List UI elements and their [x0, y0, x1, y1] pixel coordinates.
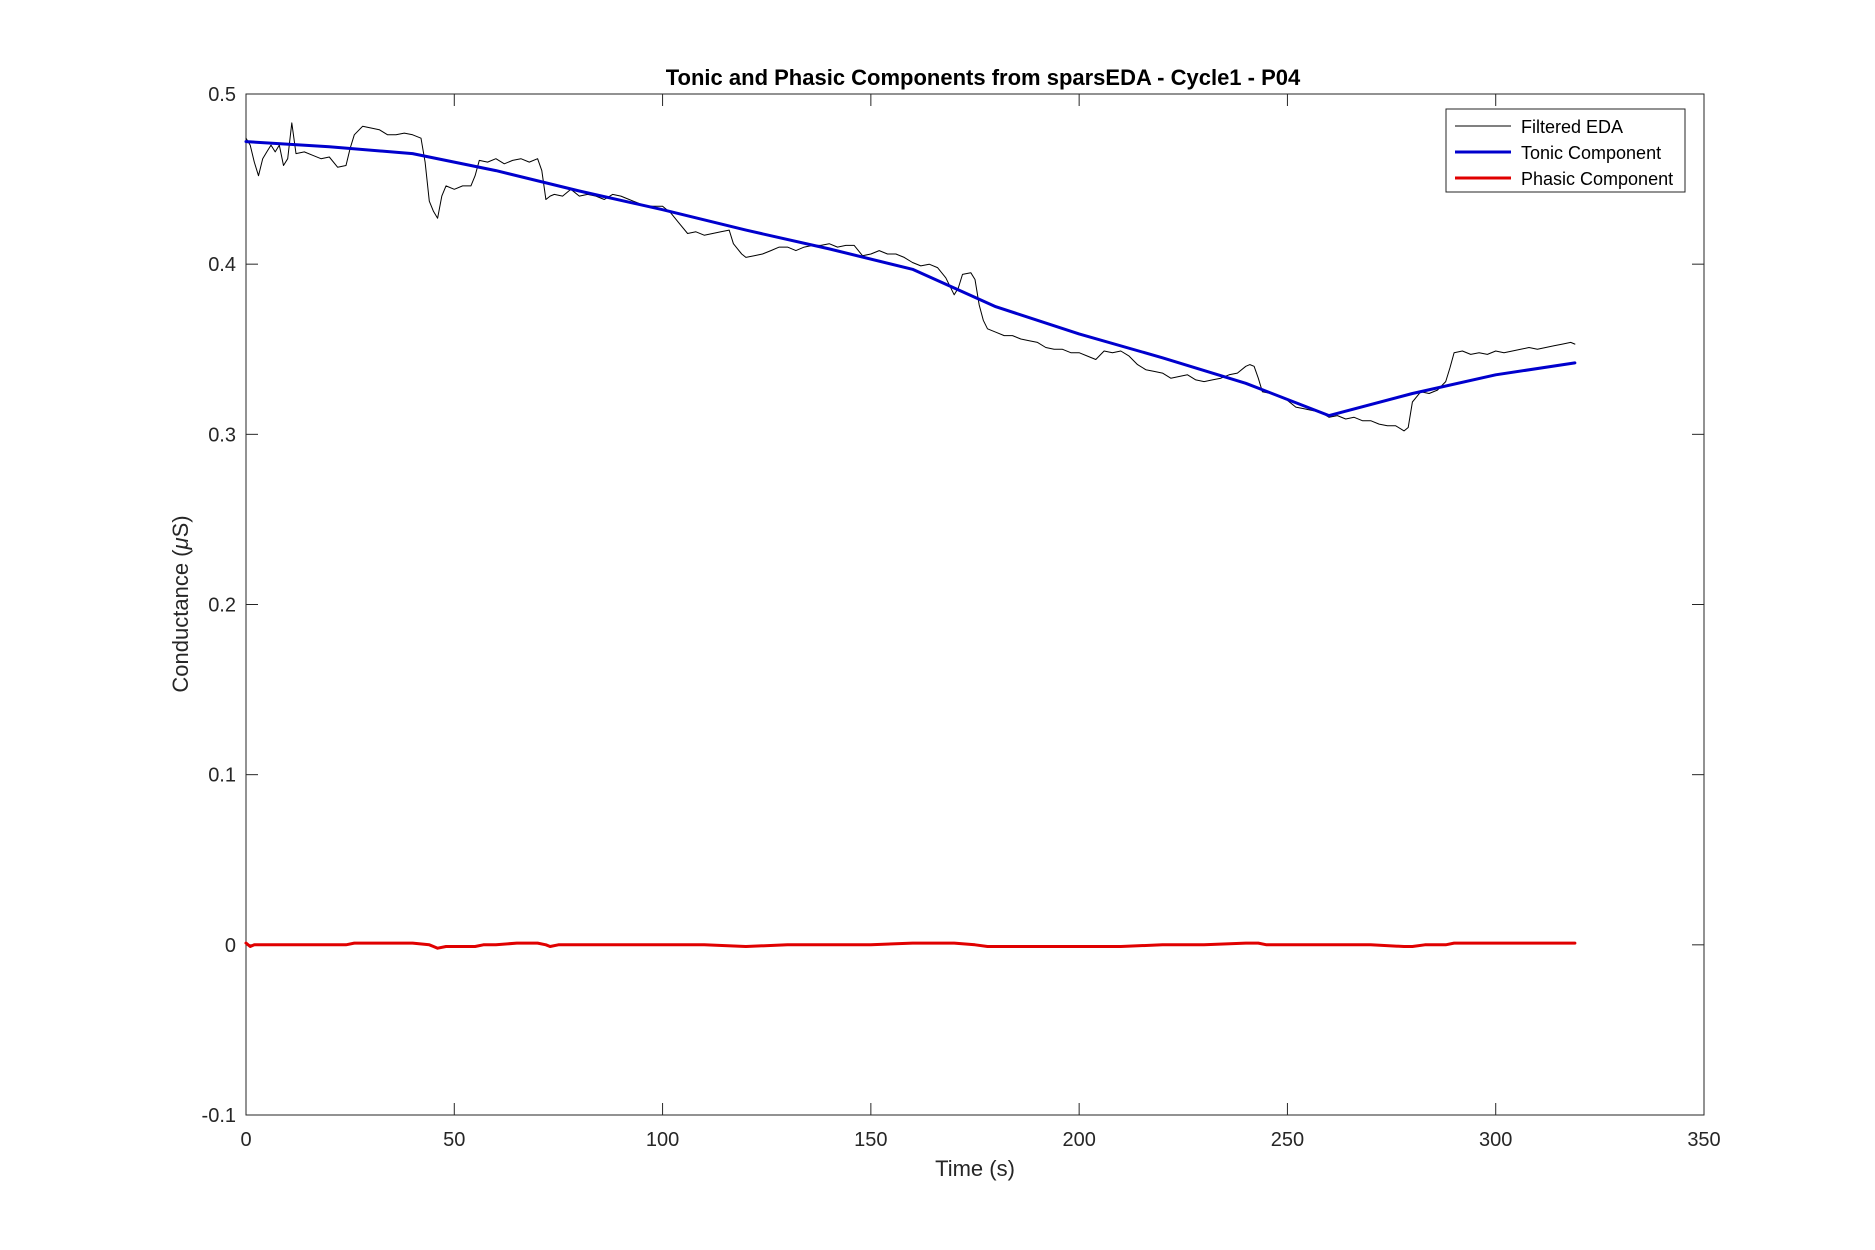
x-tick-label: 350 [1687, 1129, 1720, 1151]
x-tick-label: 150 [854, 1129, 887, 1151]
y-tick-label: 0.5 [208, 84, 236, 106]
y-tick-label: 0.1 [208, 765, 236, 787]
legend-label-phasic-component: Phasic Component [1521, 169, 1673, 189]
x-tick-label: 200 [1062, 1129, 1095, 1151]
x-tick-label: 250 [1271, 1129, 1304, 1151]
y-axis-title-prefix: Conductance ( [168, 549, 193, 693]
legend: Filtered EDA Tonic Component Phasic Comp… [1445, 108, 1686, 193]
y-axis-title-mu: μ [168, 537, 193, 550]
y-tick-label: 0.2 [208, 595, 236, 617]
y-tick-label: 0 [225, 935, 236, 957]
y-tick-label: -0.1 [202, 1105, 236, 1127]
y-tick-label: 0.3 [208, 424, 236, 446]
filtered-eda-line [245, 122, 1576, 432]
x-tick-label: 100 [646, 1129, 679, 1151]
series-layer [244, 122, 1577, 950]
phasic-component-line [244, 941, 1577, 950]
tonic-component-line [244, 140, 1577, 418]
y-tick-label: 0.4 [208, 254, 236, 276]
x-tick-label: 300 [1479, 1129, 1512, 1151]
x-tick-label: 50 [443, 1129, 465, 1151]
legend-label-tonic-component: Tonic Component [1521, 143, 1661, 163]
legend-label-filtered-eda: Filtered EDA [1521, 117, 1623, 137]
y-axis: -0.1 0 0.1 0.2 0.3 0.4 0.5 [202, 84, 1704, 1127]
y-axis-title-suffix: S) [168, 515, 193, 537]
x-tick-label: 0 [240, 1129, 251, 1151]
plot-area [245, 93, 1705, 1116]
x-axis: 0 50 100 150 200 250 300 350 [240, 94, 1721, 1151]
y-axis-title: Conductance (μS) [168, 515, 193, 692]
x-axis-title: Time (s) [935, 1156, 1015, 1181]
chart-title: Tonic and Phasic Components from sparsED… [666, 65, 1301, 90]
